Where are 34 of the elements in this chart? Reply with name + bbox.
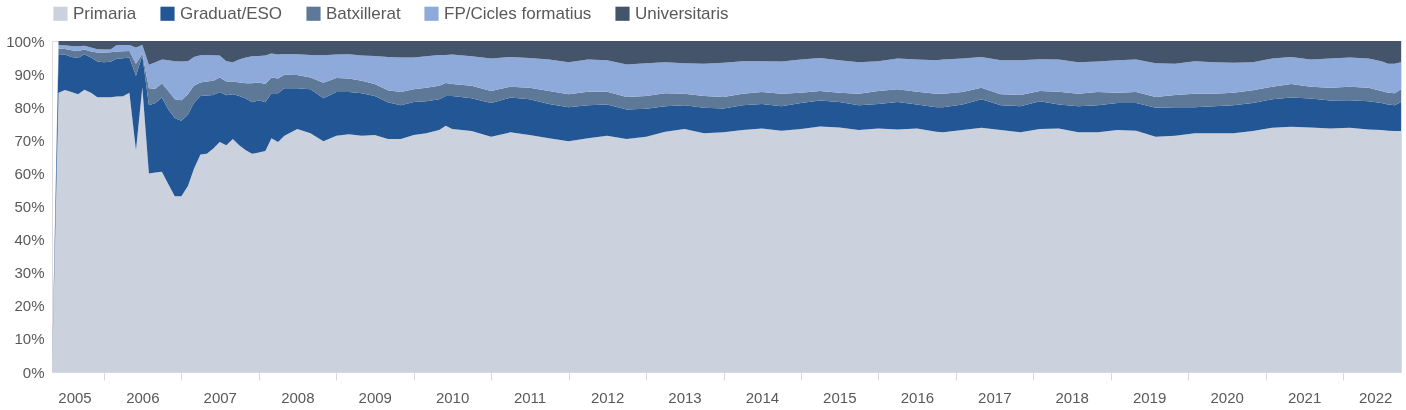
y-tick-label: 0% <box>22 363 45 381</box>
legend-label: Primaria <box>73 3 137 23</box>
x-tick-label: 2006 <box>126 388 160 406</box>
x-tick-label: 2011 <box>513 388 547 406</box>
x-tick-label: 2005 <box>58 388 92 406</box>
legend-label: Batxillerat <box>326 3 401 23</box>
legend-label: FP/Cicles formatius <box>444 3 592 23</box>
legend-label: Graduat/ESO <box>180 3 283 23</box>
x-tick-label: 2022 <box>1358 388 1393 406</box>
x-tick-label: 2012 <box>590 388 625 406</box>
x-tick-label: 2020 <box>1210 388 1244 406</box>
x-tick-label: 2009 <box>358 388 392 406</box>
y-tick-label: 10% <box>14 330 45 348</box>
x-tick-label: 2019 <box>1132 388 1167 406</box>
x-tick-label: 2015 <box>823 388 857 406</box>
x-tick-label: 2014 <box>745 388 780 406</box>
y-tick-label: 100% <box>6 32 45 50</box>
x-tick-label: 2013 <box>668 388 702 406</box>
y-tick-label: 40% <box>14 231 45 249</box>
y-tick-label: 60% <box>14 164 45 182</box>
x-tick-label: 2021 <box>1287 388 1322 406</box>
x-tick-label: 2007 <box>203 388 237 406</box>
y-tick-label: 70% <box>14 131 45 149</box>
x-tick-label: 2016 <box>900 388 935 406</box>
y-tick-label: 80% <box>14 98 45 116</box>
y-tick-label: 50% <box>14 198 45 215</box>
x-tick-label: 2018 <box>1055 388 1089 406</box>
y-tick-label: 30% <box>14 264 45 282</box>
y-tick-label: 20% <box>14 297 45 315</box>
legend-label: Universitaris <box>635 3 729 23</box>
x-tick-label: 2010 <box>435 388 470 406</box>
x-tick-label: 2017 <box>978 388 1012 406</box>
y-tick-label: 90% <box>14 65 45 83</box>
x-tick-label: 2008 <box>281 388 315 406</box>
